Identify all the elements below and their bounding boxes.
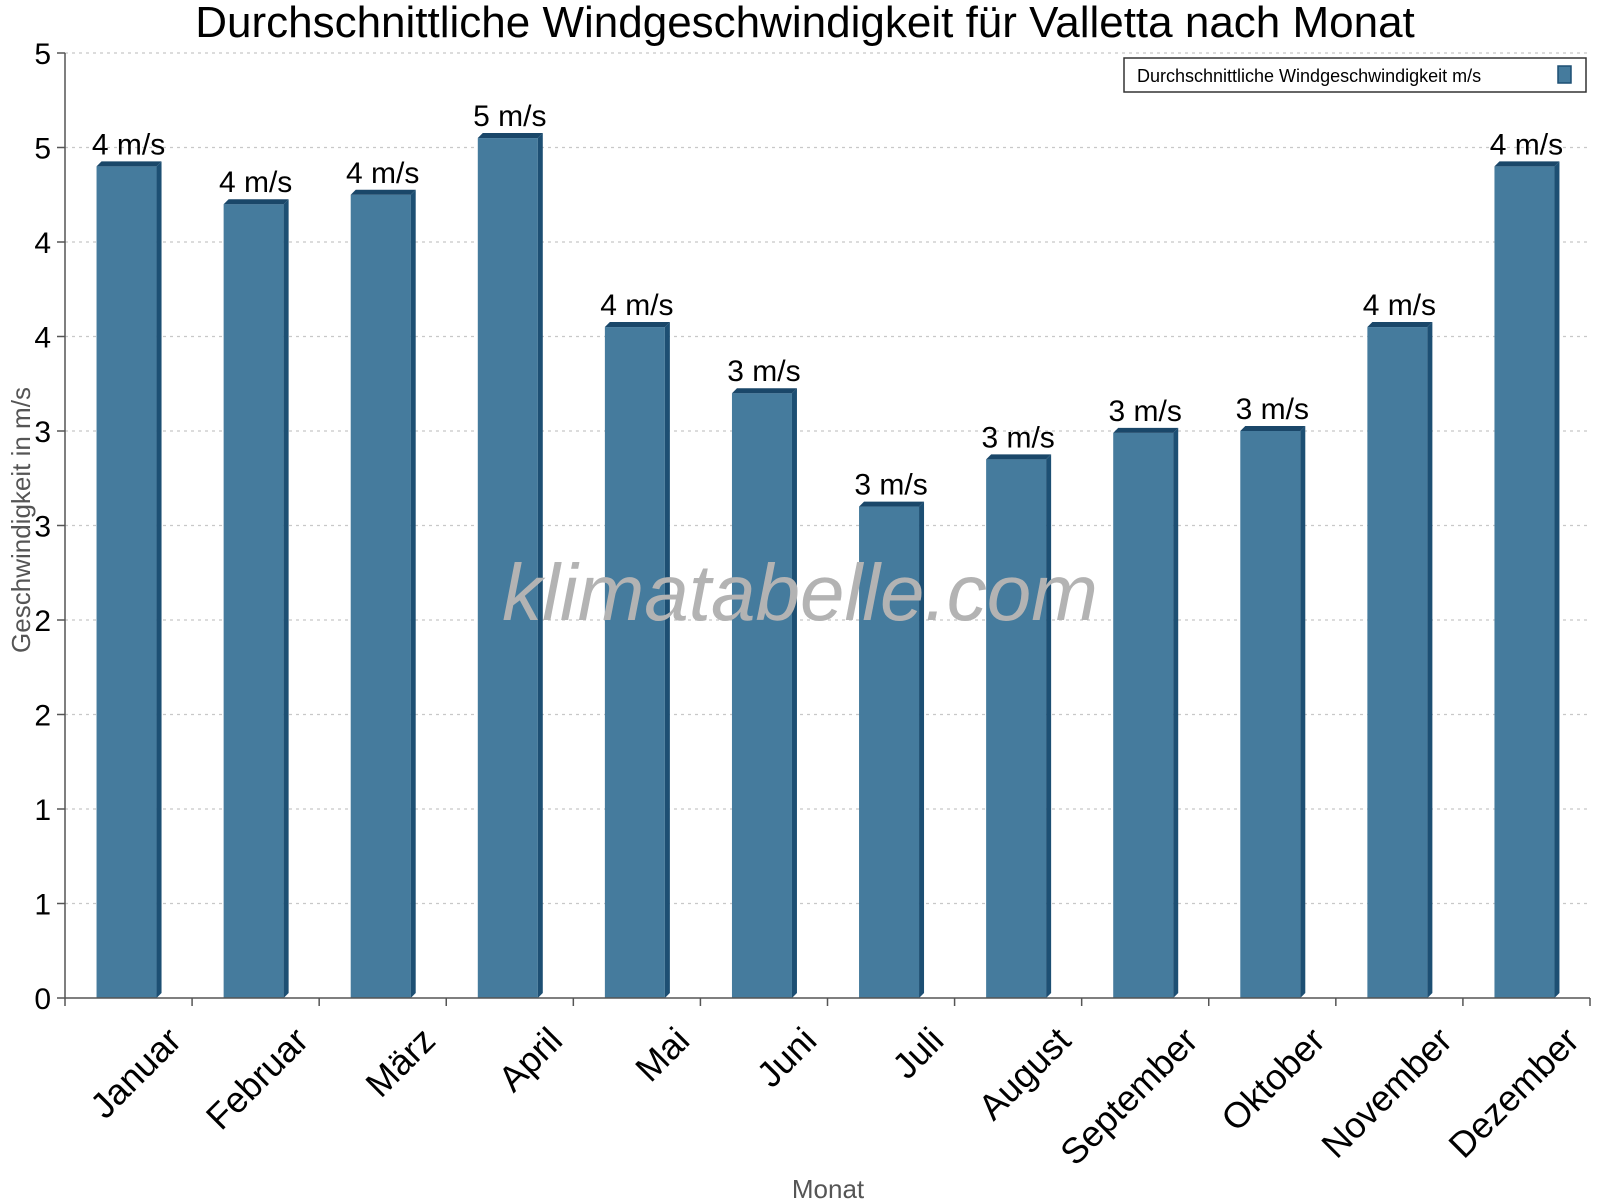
y-tick-label: 4 xyxy=(34,227,51,260)
data-label: 3 m/s xyxy=(854,469,927,502)
bar-front xyxy=(350,194,411,998)
y-tick-label: 3 xyxy=(34,511,51,544)
bar-front xyxy=(223,204,284,998)
bar-side xyxy=(1427,322,1433,998)
data-label: 4 m/s xyxy=(600,289,673,322)
bar-top xyxy=(350,189,416,195)
x-tick-labels: Januar Februar März April Mai Juni Juli AugustS… xyxy=(82,1019,1587,1173)
bar xyxy=(1240,426,1306,998)
bar-front xyxy=(1494,166,1555,998)
legend-label: Durchschnittliche Windgeschwindigkeit m/… xyxy=(1137,66,1481,86)
y-axis-title: Geschwindigkeit in m/s xyxy=(6,387,36,653)
bar-front xyxy=(859,506,920,998)
x-axis-title: Monat xyxy=(792,1174,865,1200)
data-label: 4 m/s xyxy=(346,157,419,190)
bar-side xyxy=(1554,161,1560,998)
bar-top xyxy=(731,388,797,394)
bar-top xyxy=(96,161,162,167)
bar-top xyxy=(986,454,1052,460)
bar-side xyxy=(537,133,543,999)
x-tick-label: Juli xyxy=(884,1019,951,1086)
bar-side xyxy=(919,501,925,998)
data-label: 4 m/s xyxy=(219,166,292,199)
bar-side xyxy=(1046,454,1052,999)
data-label: 3 m/s xyxy=(981,421,1054,454)
bar-top xyxy=(1113,427,1179,433)
data-labels: 4 m/s 4 m/s 4 m/s 5 m/s 4 m/s 3 m/s 3 m/s 3 m/s… xyxy=(92,100,1563,502)
watermark: klimatabelle.com xyxy=(502,548,1098,637)
bar xyxy=(859,501,925,998)
data-label: 5 m/s xyxy=(473,100,546,133)
y-tick-label: 1 xyxy=(34,794,51,827)
bar-front xyxy=(1113,432,1174,998)
x-tick-label: November xyxy=(1313,1019,1459,1165)
y-tick-label: 4 xyxy=(34,322,51,355)
data-label: 4 m/s xyxy=(1363,289,1436,322)
bar xyxy=(1494,161,1560,998)
bar xyxy=(986,454,1052,999)
data-label: 4 m/s xyxy=(92,128,165,161)
bar xyxy=(604,322,670,998)
bar xyxy=(1367,322,1433,998)
x-tick-label: Dezember xyxy=(1440,1019,1586,1165)
bars xyxy=(96,133,1560,999)
bar-top xyxy=(604,322,670,328)
bar-side xyxy=(283,199,289,998)
x-tick-label: März xyxy=(357,1019,443,1105)
y-tick-label: 2 xyxy=(34,605,51,638)
legend: Durchschnittliche Windgeschwindigkeit m/… xyxy=(1123,57,1587,93)
x-tick-label: Oktober xyxy=(1213,1019,1333,1139)
data-label: 3 m/s xyxy=(727,355,800,388)
bar xyxy=(96,161,162,998)
data-label: 4 m/s xyxy=(1490,128,1563,161)
bar-top xyxy=(223,199,289,205)
bar-top xyxy=(477,133,543,139)
bar-top xyxy=(859,501,925,507)
bar xyxy=(223,199,289,998)
bar-side xyxy=(156,161,162,998)
bar-side xyxy=(791,388,797,998)
bar-top xyxy=(1240,426,1306,431)
y-tick-label: 3 xyxy=(34,416,51,449)
y-tick-label: 0 xyxy=(34,983,51,1016)
chart-title: Durchschnittliche Windgeschwindigkeit fü… xyxy=(195,0,1415,47)
y-tick-label: 2 xyxy=(34,700,51,733)
x-tick-label: April xyxy=(490,1019,570,1099)
bar xyxy=(477,133,543,999)
y-tick-label: 1 xyxy=(34,889,51,922)
bar-front xyxy=(477,138,538,999)
y-tick-label: 5 xyxy=(34,38,51,71)
legend-swatch xyxy=(1557,65,1572,84)
axes xyxy=(64,53,1591,1006)
bar-front xyxy=(1367,327,1428,998)
x-tick-label: Mai xyxy=(627,1019,697,1089)
bar-front xyxy=(1240,431,1301,998)
bar-top xyxy=(1367,322,1433,328)
x-tick-label: Februar xyxy=(198,1019,316,1137)
bar-side xyxy=(1173,427,1179,998)
x-tick-label: Januar xyxy=(82,1019,189,1126)
x-tick-label: Juni xyxy=(749,1019,825,1095)
y-tick-labels: 0 1 1 2 2 3 3 4 4 5 5 xyxy=(34,38,65,1016)
grid-lines xyxy=(65,52,1590,905)
bar xyxy=(1113,427,1179,998)
data-label: 3 m/s xyxy=(1109,395,1182,428)
x-tick-label: September xyxy=(1052,1019,1206,1173)
data-label: 3 m/s xyxy=(1236,393,1309,426)
bar-front xyxy=(731,393,792,998)
bar-front xyxy=(604,327,665,998)
y-tick-label: 5 xyxy=(34,133,51,166)
bar-front xyxy=(986,459,1047,999)
legend-box xyxy=(1123,57,1587,93)
bar-top xyxy=(1494,161,1560,167)
x-tick-label: August xyxy=(970,1019,1078,1127)
bar-side xyxy=(410,189,416,998)
bar xyxy=(350,189,416,998)
bar xyxy=(731,388,797,998)
bar-side xyxy=(664,322,670,998)
bar-front xyxy=(96,166,157,998)
bar-side xyxy=(1300,426,1306,998)
